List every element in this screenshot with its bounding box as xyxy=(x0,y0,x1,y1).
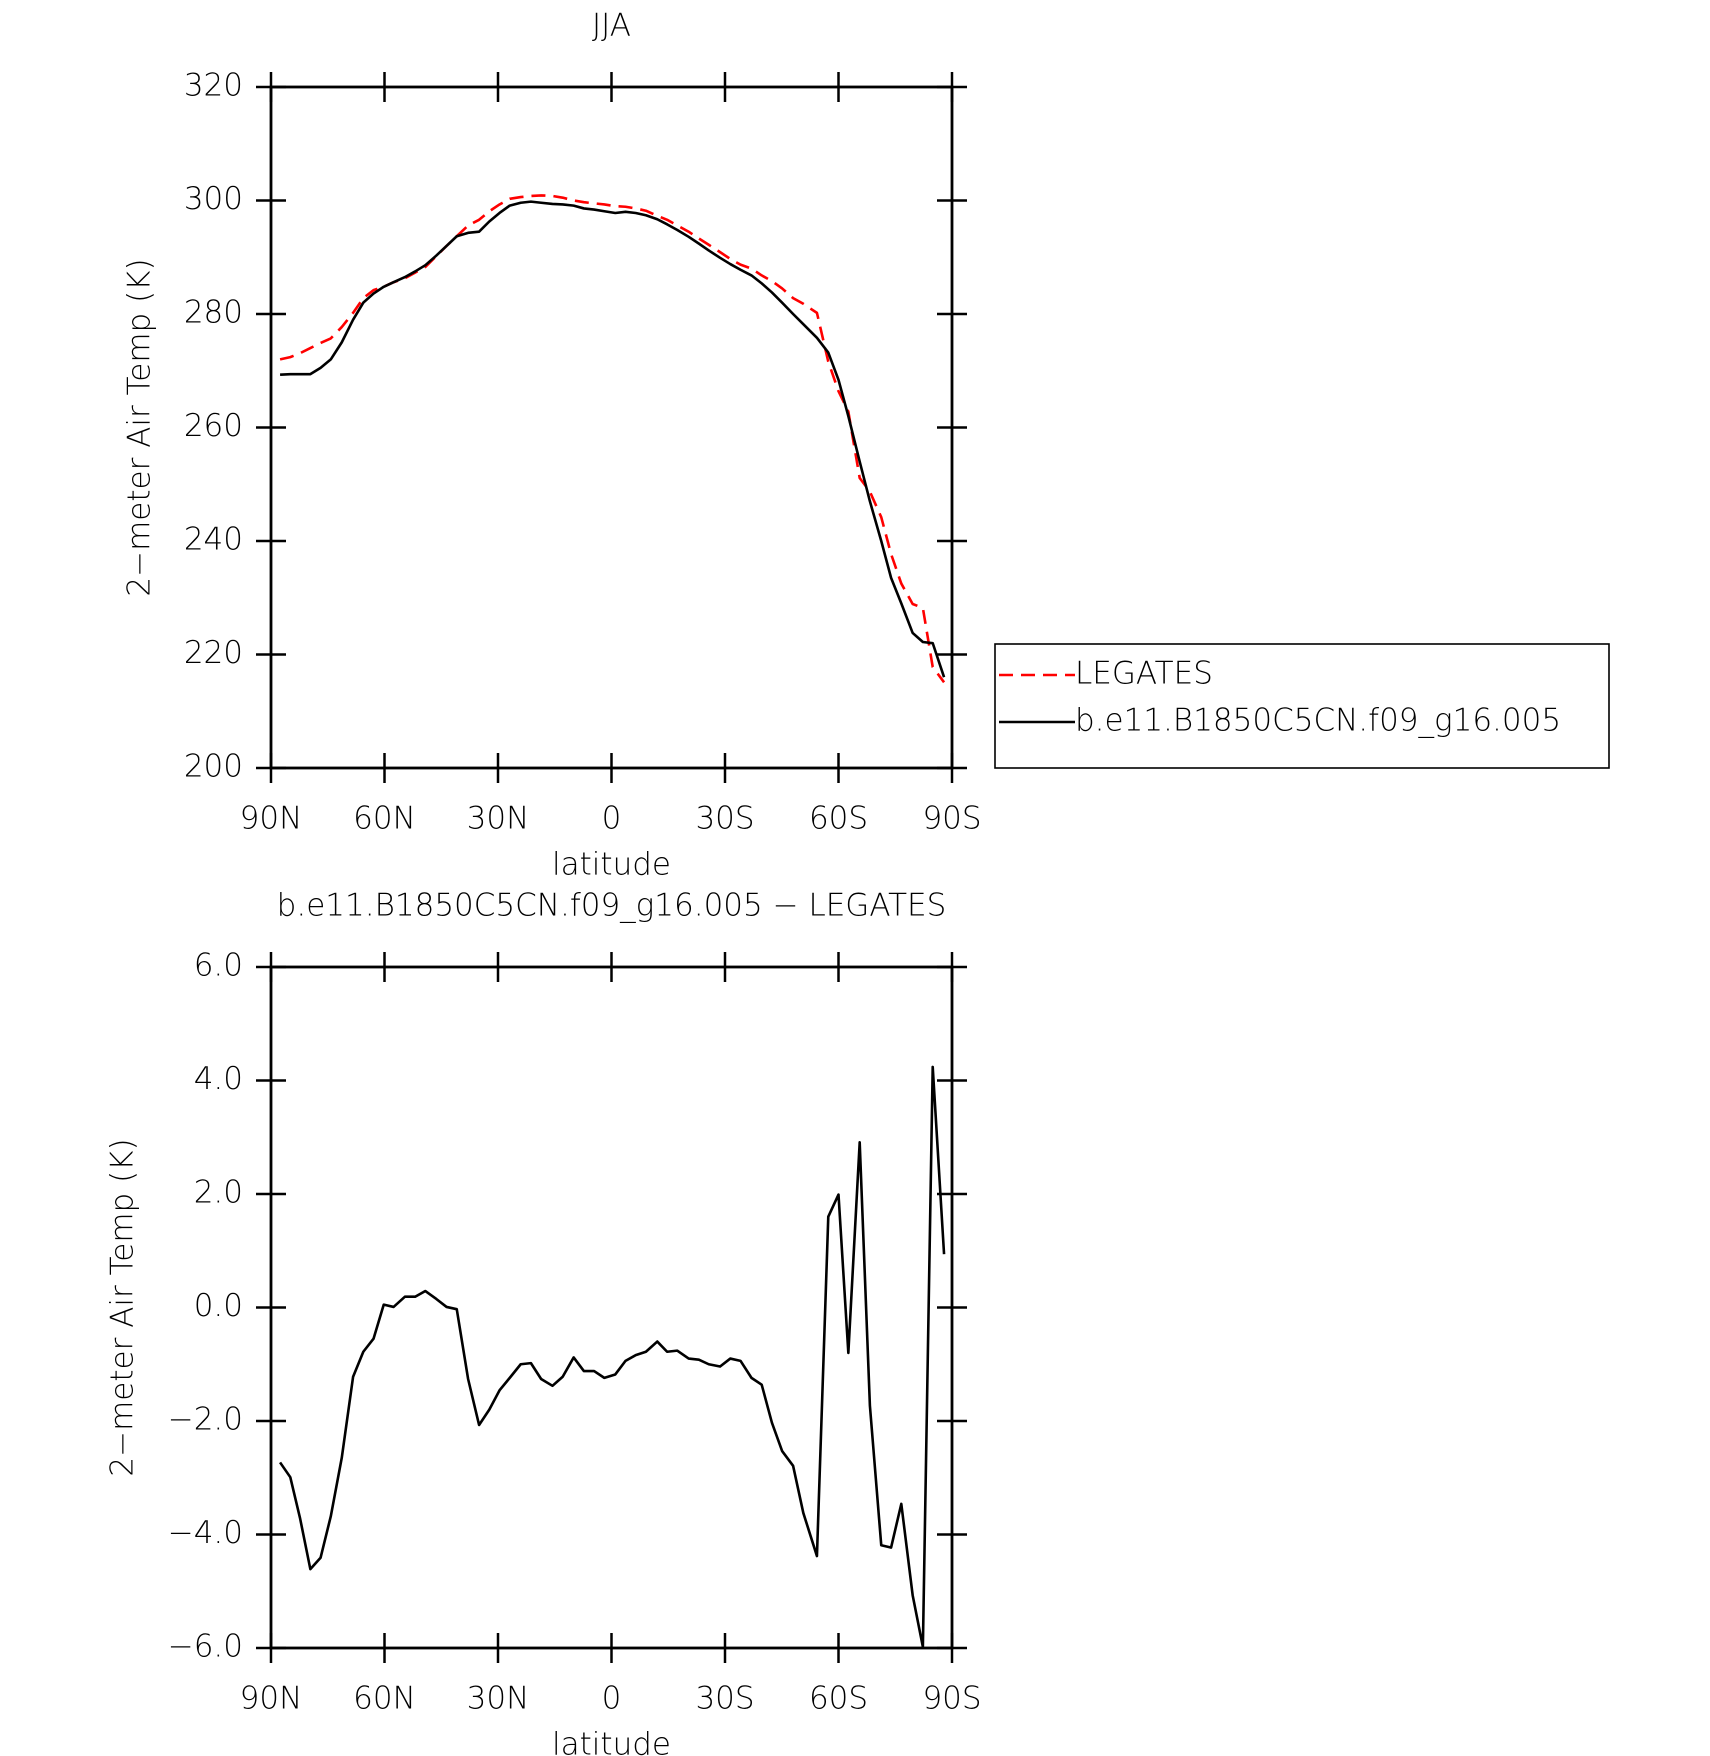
x-tick-label: 30N xyxy=(467,801,530,837)
y-tick-label: 320 xyxy=(184,68,243,104)
chart-title: b.e11.B1850C5CN.f09_g16.005 − LEGATES xyxy=(277,888,947,924)
x-tick-label: 0 xyxy=(602,1681,622,1717)
x-tick-label: 60S xyxy=(809,801,868,837)
x-tick-label: 30S xyxy=(695,1681,754,1717)
x-tick-label: 0 xyxy=(602,801,622,837)
x-tick-label: 60N xyxy=(353,801,416,837)
y-tick-label: 260 xyxy=(184,408,243,444)
y-tick-label: 2.0 xyxy=(194,1175,243,1211)
y-tick-label: 300 xyxy=(184,181,243,217)
y-tick-label: 4.0 xyxy=(194,1061,243,1097)
x-tick-label: 30S xyxy=(695,801,754,837)
y-tick-label: 220 xyxy=(184,635,243,671)
data-line xyxy=(280,200,946,678)
x-tick-label: 90S xyxy=(922,801,981,837)
chart-title: JJA xyxy=(592,8,631,44)
data-line xyxy=(279,194,946,684)
x-tick-label: 90N xyxy=(240,801,303,837)
y-tick-label: −2.0 xyxy=(168,1402,243,1438)
legend-box xyxy=(994,643,1610,769)
plot-frame xyxy=(269,965,954,1650)
x-tick-label: 90S xyxy=(922,1681,981,1717)
y-tick-label: 200 xyxy=(184,749,243,785)
legend-label: b.e11.B1850C5CN.f09_g16.005 xyxy=(1075,703,1561,739)
x-axis-label: latitude xyxy=(552,847,671,883)
x-axis-label: latitude xyxy=(552,1727,671,1756)
y-tick-label: −4.0 xyxy=(168,1515,243,1551)
x-tick-label: 30N xyxy=(467,1681,530,1717)
x-tick-label: 60S xyxy=(809,1681,868,1717)
data-line xyxy=(279,1065,946,1649)
y-tick-label: 6.0 xyxy=(194,948,243,984)
legend-label: LEGATES xyxy=(1075,656,1213,692)
x-tick-label: 60N xyxy=(353,1681,416,1717)
y-axis-label: 2−meter Air Temp (K) xyxy=(122,258,158,596)
y-tick-label: 240 xyxy=(184,522,243,558)
y-tick-label: −6.0 xyxy=(168,1629,243,1665)
plot-frame xyxy=(269,85,954,770)
y-tick-label: 0.0 xyxy=(194,1288,243,1324)
x-tick-label: 90N xyxy=(240,1681,303,1717)
y-axis-label: 2−meter Air Temp (K) xyxy=(105,1138,141,1476)
y-tick-label: 280 xyxy=(184,295,243,331)
